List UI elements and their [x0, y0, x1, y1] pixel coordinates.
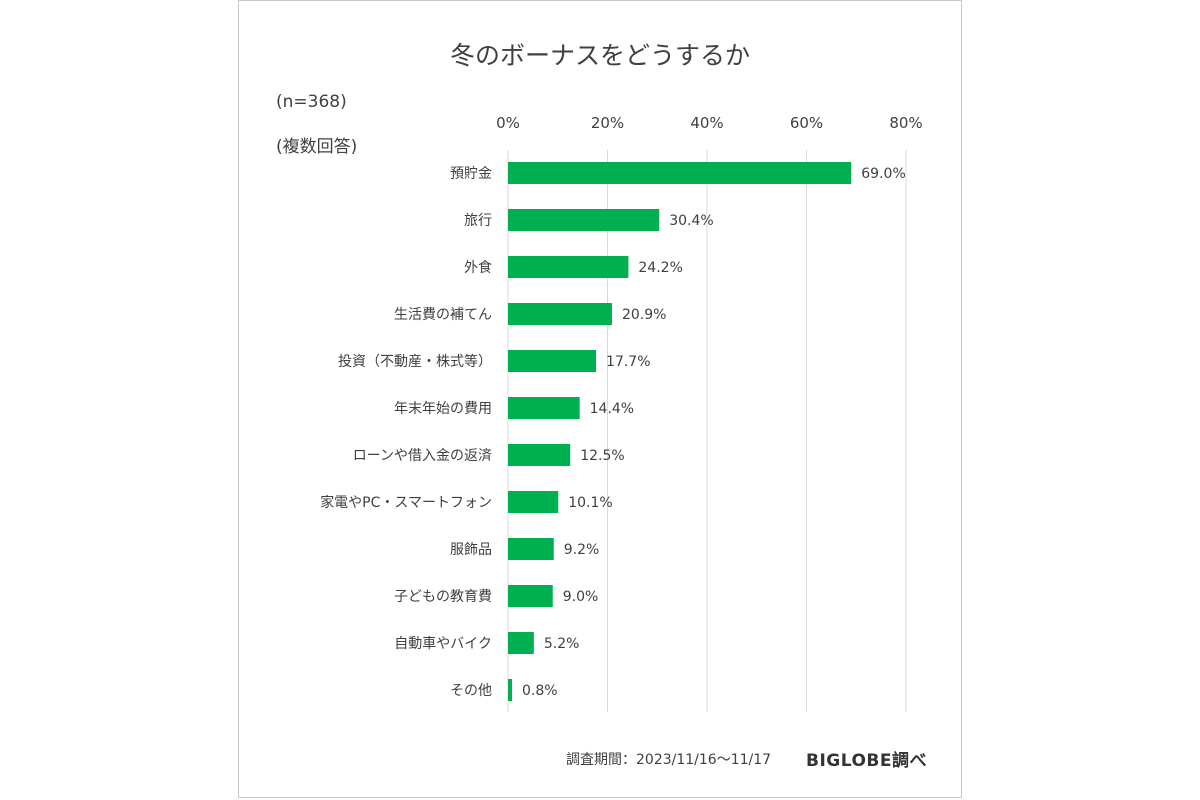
category-label: 投資（不動産・株式等）: [338, 353, 492, 370]
x-tick-label: 20%: [591, 114, 624, 132]
x-tick-label: 80%: [889, 114, 922, 132]
bars: [508, 162, 852, 701]
bar: [508, 585, 553, 607]
bar: [508, 162, 852, 184]
bar: [508, 538, 554, 560]
data-label: 0.8%: [522, 683, 558, 699]
bar: [508, 632, 534, 654]
data-label: 10.1%: [568, 495, 612, 511]
data-label: 9.2%: [564, 542, 600, 558]
survey-period: 調査期間：2023/11/16～11/17: [566, 752, 772, 768]
bar: [508, 256, 629, 278]
data-label: 24.2%: [638, 260, 682, 276]
category-label: 預貯金: [450, 166, 492, 182]
category-label: 自動車やバイク: [394, 635, 492, 652]
category-label: 服飾品: [450, 542, 492, 558]
data-label: 17.7%: [606, 354, 650, 370]
category-label: 年末年始の費用: [394, 401, 492, 417]
x-axis-ticks: 0% 20% 40% 60% 80%: [496, 114, 923, 132]
category-label: 旅行: [464, 213, 492, 229]
bar: [508, 679, 512, 701]
x-tick-label: 60%: [790, 114, 823, 132]
x-tick-label: 40%: [690, 114, 723, 132]
category-label: 子どもの教育費: [394, 589, 492, 605]
x-tick-label: 0%: [496, 114, 520, 132]
bar: [508, 303, 612, 325]
category-label: その他: [450, 683, 492, 699]
data-label: 30.4%: [669, 213, 713, 229]
multiple-answer-note: (複数回答): [276, 137, 358, 157]
gridlines: [507, 150, 907, 712]
data-labels: 69.0% 30.4% 24.2% 20.9% 17.7% 14.4% 12.5% 10.1%…: [522, 166, 906, 699]
bar: [508, 444, 571, 466]
bar: [508, 350, 597, 372]
chart-title: 冬のボーナスをどうするか: [449, 41, 750, 70]
bar: [508, 397, 580, 419]
chart-panel: [238, 0, 962, 798]
data-label: 9.0%: [563, 589, 599, 605]
category-label: ローンや借入金の返済: [353, 448, 492, 464]
category-label: 家電やPC・スマートフォン: [320, 494, 492, 511]
data-label: 69.0%: [861, 166, 905, 182]
data-label: 20.9%: [622, 307, 666, 323]
category-label: 外食: [464, 259, 492, 276]
brand-credit: BIGLOBE調べ: [806, 751, 927, 771]
sample-size-note: (n=368): [276, 92, 347, 112]
bar: [508, 209, 660, 231]
data-label: 5.2%: [544, 636, 580, 652]
data-label: 14.4%: [590, 401, 634, 417]
bar: [508, 491, 559, 513]
data-label: 12.5%: [580, 448, 624, 464]
category-label: 生活費の補てん: [394, 307, 492, 323]
